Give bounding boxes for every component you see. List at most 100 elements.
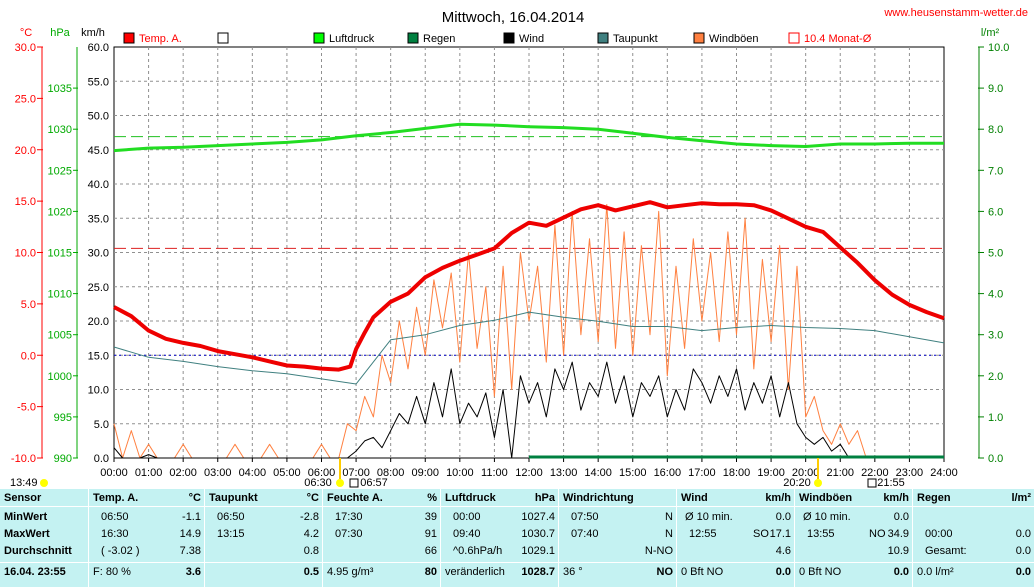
stats-footer-value: 0.0 [775, 566, 791, 578]
temp-tick-label: 10.0 [15, 248, 36, 260]
stats-time: 12:55 [689, 528, 717, 540]
temp-tick-label: 0.0 [21, 350, 36, 362]
temp-tick-label: 25.0 [15, 93, 36, 105]
stats-header: Luftdruck [445, 492, 496, 504]
stats-footer-label: F: 80 % [93, 566, 131, 578]
stats-footer-value: 0.0 [893, 566, 909, 578]
x-tick-label: 21:00 [826, 467, 854, 479]
stats-footer-value: 0.0 [1015, 566, 1031, 578]
stats-time: Ø 10 min. [803, 511, 851, 523]
stats-value: 10.9 [887, 545, 909, 557]
stats-value: 66 [424, 545, 437, 557]
legend-label: Regen [423, 33, 455, 45]
stats-footer-label: veränderlich [445, 566, 505, 578]
stats-column-gusts: Windböen km/h Ø 10 min. 0.0 13:55 NO 34.9 10… [794, 489, 913, 587]
x-tick-label: 15:00 [619, 467, 647, 479]
stats-time: Ø 10 min. [685, 511, 733, 523]
temp-tick-label: -10.0 [11, 453, 36, 465]
pressure-series-line [113, 122, 944, 153]
rain-tick-label: 8.0 [988, 124, 1003, 136]
pressure-tick-label: 995 [54, 412, 72, 424]
stats-time: 17:30 [335, 511, 363, 523]
rain-tick-label: 4.0 [988, 289, 1003, 301]
sunrise-icon [336, 479, 344, 487]
x-tick-label: 03:00 [204, 467, 232, 479]
x-tick-label: 05:00 [273, 467, 301, 479]
legend-swatch [217, 32, 229, 44]
stats-value: 0.8 [303, 545, 319, 557]
sun-icon [40, 479, 48, 487]
rain-tick-label: 9.0 [988, 83, 1003, 95]
legend-swatch [693, 32, 705, 44]
sunset-time-label: 20:20 [783, 477, 811, 489]
rain-axis-unit: l/m² [981, 27, 1000, 39]
stats-time: 13:55 [807, 528, 835, 540]
sunset-time-label: 21:55 [877, 477, 905, 489]
legend-swatch [123, 32, 135, 44]
stats-value: 39 [424, 511, 437, 523]
rain-tick-label: 3.0 [988, 330, 1003, 342]
stats-header: Taupunkt [209, 492, 258, 504]
stats-footer-label: 0 Bft NO [681, 566, 724, 578]
stats-direction: NO [869, 528, 886, 540]
x-tick-label: 22:00 [861, 467, 889, 479]
wind-tick-label: 20.0 [88, 316, 109, 328]
rain-tick-label: 1.0 [988, 412, 1003, 424]
stats-footer-value: NO [656, 566, 674, 578]
stats-unit: °C [188, 492, 201, 504]
stats-footer-value: 80 [424, 566, 437, 578]
stats-column-temp: Temp. A. °C 06:50 -1.1 16:30 14.9 ( -3.02 )… [88, 489, 205, 587]
x-tick-label: 00:00 [100, 467, 128, 479]
stats-value: 34.9 [887, 528, 909, 540]
temp-tick-label: 30.0 [15, 42, 36, 54]
stats-time: 07:30 [335, 528, 363, 540]
wind-tick-label: 55.0 [88, 76, 109, 88]
stats-unit: hPa [534, 492, 555, 504]
legend-label: 10.4 Monat-Ø [804, 33, 872, 45]
stats-time: 07:50 [571, 511, 599, 523]
stats-value: 1027.4 [521, 511, 555, 523]
sunset-icon [814, 479, 822, 487]
x-tick-label: 10:00 [446, 467, 474, 479]
stats-header: Wind [681, 492, 708, 504]
stats-time: 00:00 [453, 511, 481, 523]
rain-tick-label: 7.0 [988, 165, 1003, 177]
stats-value: 0.0 [893, 511, 909, 523]
stats-time: 09:40 [453, 528, 481, 540]
x-tick-label: 17:00 [688, 467, 716, 479]
stats-value: N-NO [644, 545, 673, 557]
legend-label: Windböen [709, 33, 759, 45]
wind-tick-label: 30.0 [88, 248, 109, 260]
stats-footer-value: 0.5 [303, 566, 319, 578]
legend-swatch [597, 32, 609, 44]
dewpoint-series-line [113, 311, 945, 385]
x-tick-label: 04:00 [239, 467, 267, 479]
stats-row-label: Durchschnitt [4, 545, 72, 557]
pressure-tick-label: 1035 [48, 83, 72, 95]
legend-swatch [503, 32, 515, 44]
stats-footer-label: 0 Bft NO [799, 566, 842, 578]
rain-tick-label: 2.0 [988, 371, 1003, 383]
pressure-tick-label: 1030 [48, 124, 72, 136]
x-tick-label: 11:00 [481, 467, 508, 479]
temp-tick-label: -5.0 [17, 402, 36, 414]
pressure-tick-label: 1025 [48, 165, 72, 177]
stats-time: ( -3.02 ) [101, 545, 140, 557]
divider [0, 562, 1034, 563]
stats-time: 13:15 [217, 528, 245, 540]
stats-value: 0.0 [1015, 545, 1031, 557]
stats-value: 14.9 [179, 528, 201, 540]
pressure-tick-label: 1010 [48, 289, 72, 301]
legend-swatch [313, 32, 325, 44]
stats-value: 4.2 [303, 528, 319, 540]
rain-tick-label: 0.0 [988, 453, 1003, 465]
wind-tick-label: 15.0 [88, 350, 109, 362]
pressure-tick-label: 1000 [48, 371, 72, 383]
stats-row-label: MaxWert [4, 528, 50, 540]
legend-label: Wind [519, 33, 544, 45]
stats-time: 00:00 [925, 528, 953, 540]
x-tick-label: 12:00 [515, 467, 543, 479]
stats-value: N [665, 528, 673, 540]
stats-footer-value: 1028.7 [521, 566, 555, 578]
stats-header: Windrichtung [563, 492, 634, 504]
